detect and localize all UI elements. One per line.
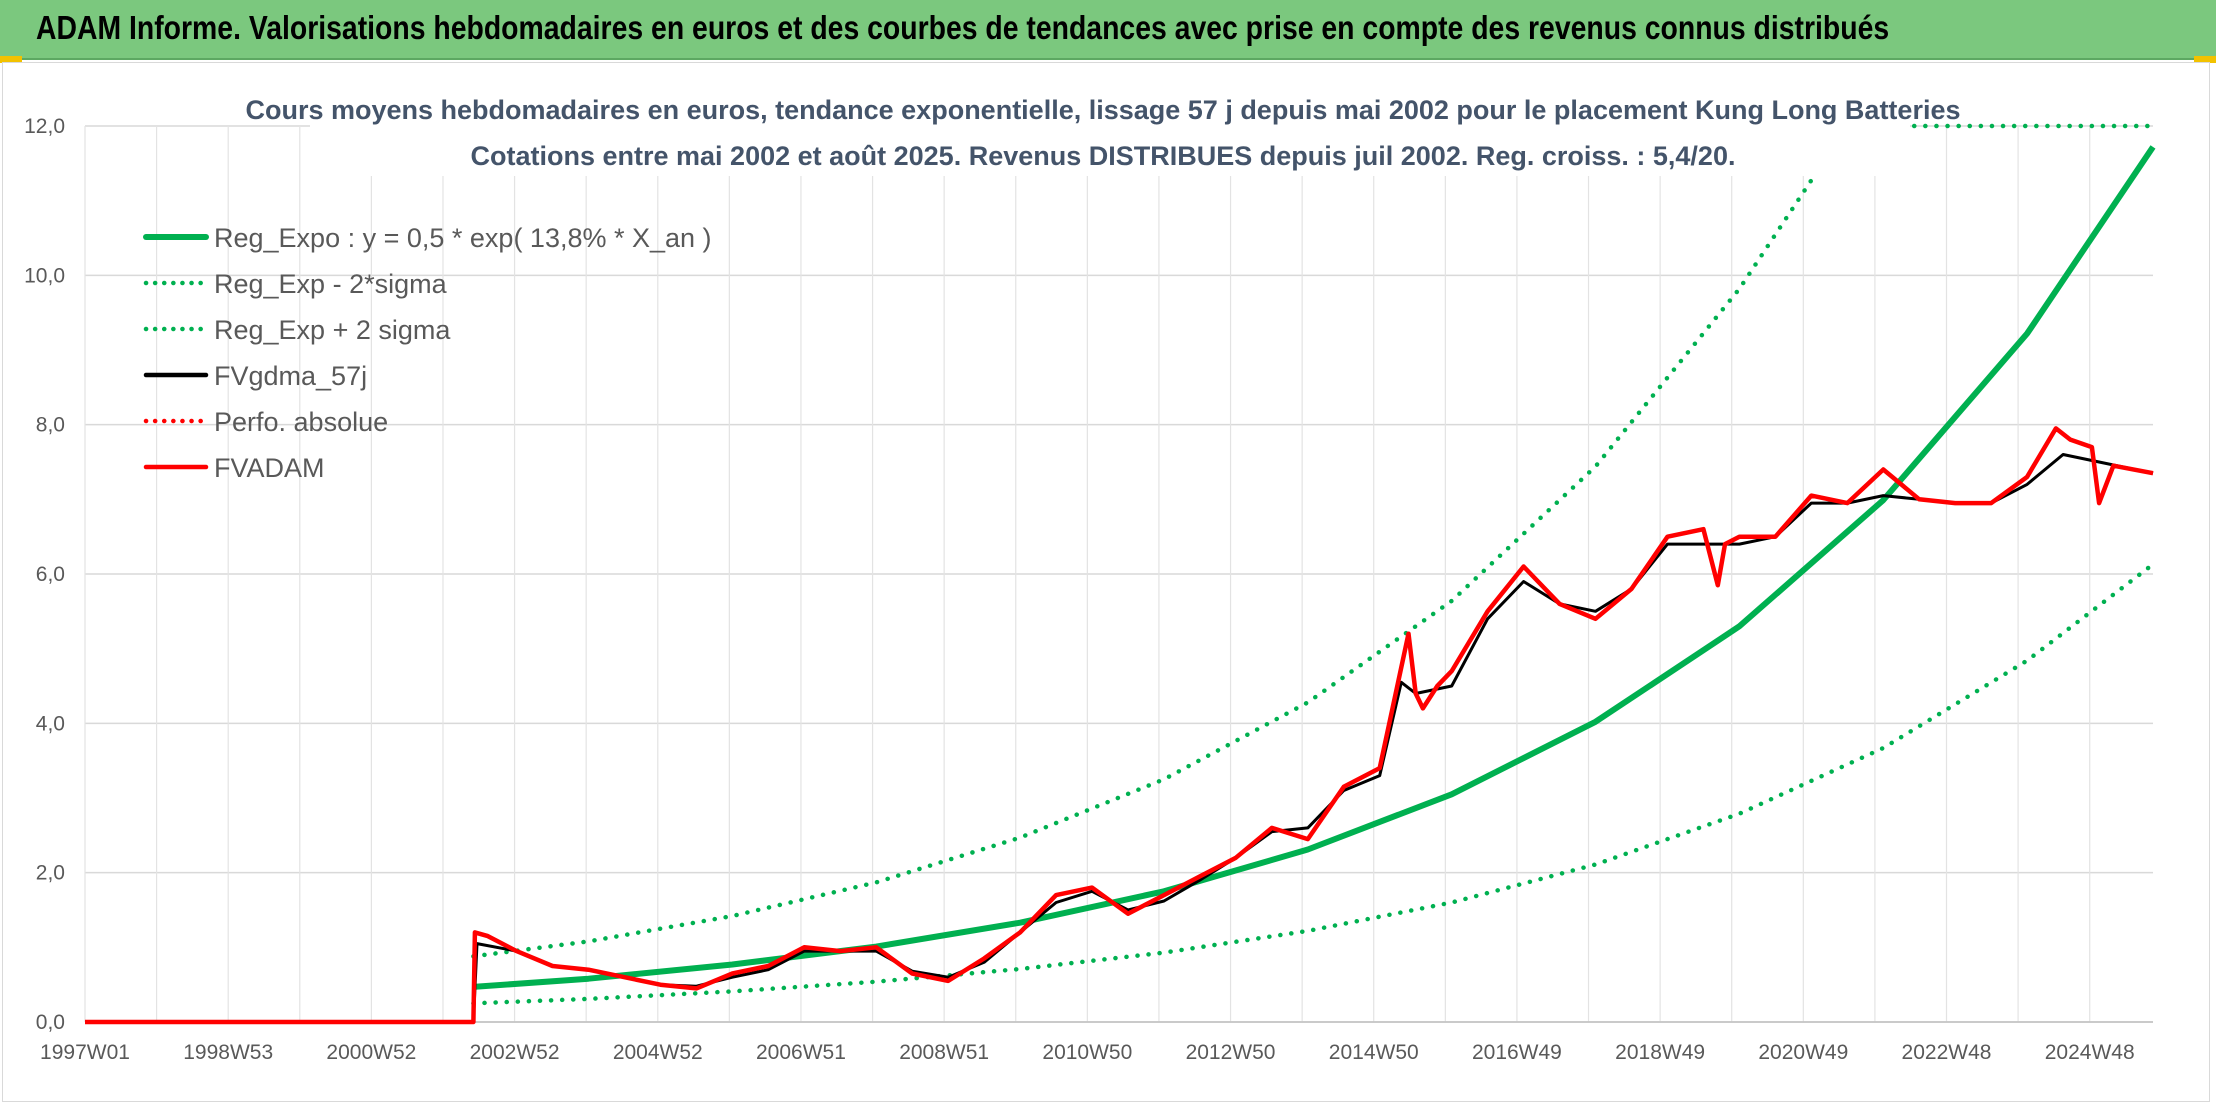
x-tick-label: 2004W52 xyxy=(613,1041,703,1064)
x-tick-label: 2020W49 xyxy=(1758,1041,1848,1064)
y-tick-label: 10,0 xyxy=(24,264,65,287)
corner-accent-right xyxy=(2194,56,2216,63)
legend-label: Reg_Exp + 2 sigma xyxy=(214,315,451,345)
x-tick-label: 2016W49 xyxy=(1472,1041,1562,1064)
y-tick-label: 0,0 xyxy=(36,1011,65,1034)
y-tick-label: 12,0 xyxy=(24,115,65,138)
x-tick-label: 2014W50 xyxy=(1329,1041,1419,1064)
corner-accent-left xyxy=(0,56,22,63)
chart-series xyxy=(85,123,2156,1025)
chart-legend: Reg_Expo : y = 0,5 * exp( 13,8% * X_an )… xyxy=(143,223,712,483)
title-background xyxy=(310,90,1910,176)
chart-frame xyxy=(2,62,2210,1102)
x-tick-label: 2008W51 xyxy=(899,1041,989,1064)
series-line-3 xyxy=(85,453,2154,1024)
x-tick-label: 2022W48 xyxy=(1902,1041,1992,1064)
x-tick-label: 2024W48 xyxy=(2045,1041,2135,1064)
legend-label: FVADAM xyxy=(214,453,325,483)
x-tick-label: 2000W52 xyxy=(326,1041,416,1064)
y-tick-label: 2,0 xyxy=(36,862,65,885)
chart-title: Cours moyens hebdomadaires en euros, ten… xyxy=(245,95,1960,125)
x-tick-label: 2010W50 xyxy=(1042,1041,1132,1064)
y-tick-label: 6,0 xyxy=(36,563,65,586)
x-tick-label: 2018W49 xyxy=(1615,1041,1705,1064)
x-tick-label: 2012W50 xyxy=(1186,1041,1276,1064)
x-tick-label: 2002W52 xyxy=(470,1041,560,1064)
page-title: ADAM Informe. Valorisations hebdomadaire… xyxy=(36,9,1890,46)
series-line-5 xyxy=(85,426,2154,1025)
header-bar: ADAM Informe. Valorisations hebdomadaire… xyxy=(0,0,2216,60)
x-tick-label: 2006W51 xyxy=(756,1041,846,1064)
legend-label: Reg_Exp - 2*sigma xyxy=(214,269,448,299)
series-line-0 xyxy=(473,145,2156,990)
legend-label: Perfo. absolue xyxy=(214,407,388,437)
legend-label: FVgdma_57j xyxy=(214,361,367,391)
series-line-1 xyxy=(471,562,2156,1006)
x-tick-label: 1997W01 xyxy=(40,1041,130,1064)
chart-axes: 0,0 2,0 4,0 6,0 8,0 10,0 12,0 1997W01 1998W53 200… xyxy=(24,115,2153,1064)
y-tick-label: 8,0 xyxy=(36,414,65,437)
chart-gridlines xyxy=(84,125,2153,1023)
x-tick-label: 1998W53 xyxy=(183,1041,273,1064)
chart-subtitle: Cotations entre mai 2002 et août 2025. R… xyxy=(471,141,1736,171)
legend-label: Reg_Expo : y = 0,5 * exp( 13,8% * X_an ) xyxy=(214,223,712,253)
y-tick-label: 4,0 xyxy=(36,712,65,735)
